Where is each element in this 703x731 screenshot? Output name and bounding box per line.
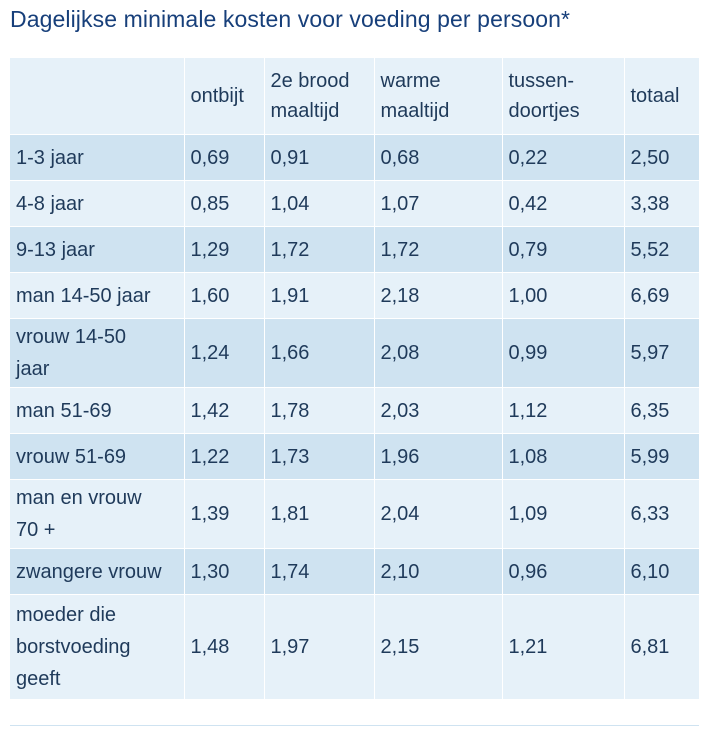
header-empty <box>10 58 185 135</box>
cell-warme-maaltijd: 2,08 <box>374 318 503 388</box>
cell-totaal: 6,35 <box>624 387 699 434</box>
cell-totaal: 5,99 <box>624 433 699 480</box>
cell-ontbijt: 0,85 <box>184 180 265 227</box>
table-row: vrouw 14-50 jaar 1,24 1,66 2,08 0,99 5,9… <box>10 318 699 388</box>
cell-warme-maaltijd: 2,15 <box>374 594 503 700</box>
table-bottom-divider <box>10 725 699 726</box>
row-label: 9-13 jaar <box>10 226 185 273</box>
cell-ontbijt: 1,29 <box>184 226 265 273</box>
cell-warme-maaltijd: 2,04 <box>374 479 503 549</box>
row-label: 1-3 jaar <box>10 134 185 181</box>
row-label: vrouw 51-69 <box>10 433 185 480</box>
row-label: man 14-50 jaar <box>10 272 185 319</box>
cell-tussendoortjes: 0,99 <box>502 318 625 388</box>
table-row: vrouw 51-69 1,22 1,73 1,96 1,08 5,99 <box>10 433 699 480</box>
cell-warme-maaltijd: 1,96 <box>374 433 503 480</box>
cost-table: ontbijt 2e brood maaltijd warme maaltijd… <box>10 58 699 700</box>
cell-totaal: 3,38 <box>624 180 699 227</box>
cell-ontbijt: 1,39 <box>184 479 265 549</box>
cell-warme-maaltijd: 0,68 <box>374 134 503 181</box>
cell-tussendoortjes: 1,08 <box>502 433 625 480</box>
cell-tussendoortjes: 1,00 <box>502 272 625 319</box>
cell-tussendoortjes: 0,79 <box>502 226 625 273</box>
cell-tussendoortjes: 0,96 <box>502 548 625 595</box>
row-label: moeder die borstvoeding geeft <box>10 594 185 700</box>
table-row: moeder die borstvoeding geeft 1,48 1,97 … <box>10 594 699 700</box>
cell-2e-brood-maaltijd: 1,66 <box>264 318 375 388</box>
cell-totaal: 6,33 <box>624 479 699 549</box>
cell-ontbijt: 0,69 <box>184 134 265 181</box>
table-row: man en vrouw 70 + 1,39 1,81 2,04 1,09 6,… <box>10 479 699 549</box>
cell-ontbijt: 1,22 <box>184 433 265 480</box>
cell-ontbijt: 1,48 <box>184 594 265 700</box>
cell-2e-brood-maaltijd: 0,91 <box>264 134 375 181</box>
cell-tussendoortjes: 1,12 <box>502 387 625 434</box>
header-2e-brood-maaltijd: 2e brood maaltijd <box>264 58 375 135</box>
header-totaal: totaal <box>624 58 699 135</box>
table-row: 9-13 jaar 1,29 1,72 1,72 0,79 5,52 <box>10 226 699 273</box>
cell-tussendoortjes: 0,42 <box>502 180 625 227</box>
cell-ontbijt: 1,24 <box>184 318 265 388</box>
header-warme-maaltijd: warme maaltijd <box>374 58 503 135</box>
cell-totaal: 5,52 <box>624 226 699 273</box>
cell-2e-brood-maaltijd: 1,78 <box>264 387 375 434</box>
table-row: man 14-50 jaar 1,60 1,91 2,18 1,00 6,69 <box>10 272 699 319</box>
table-header-row: ontbijt 2e brood maaltijd warme maaltijd… <box>10 58 699 135</box>
cell-ontbijt: 1,60 <box>184 272 265 319</box>
page-title: Dagelijkse minimale kosten voor voeding … <box>10 6 571 32</box>
cell-2e-brood-maaltijd: 1,91 <box>264 272 375 319</box>
cell-tussendoortjes: 1,21 <box>502 594 625 700</box>
cell-2e-brood-maaltijd: 1,97 <box>264 594 375 700</box>
cell-tussendoortjes: 1,09 <box>502 479 625 549</box>
row-label: zwangere vrouw <box>10 548 185 595</box>
table-row: 1-3 jaar 0,69 0,91 0,68 0,22 2,50 <box>10 134 699 181</box>
cell-warme-maaltijd: 2,03 <box>374 387 503 434</box>
cell-2e-brood-maaltijd: 1,73 <box>264 433 375 480</box>
cell-warme-maaltijd: 1,72 <box>374 226 503 273</box>
cell-tussendoortjes: 0,22 <box>502 134 625 181</box>
row-label: man en vrouw 70 + <box>10 479 185 549</box>
cell-2e-brood-maaltijd: 1,81 <box>264 479 375 549</box>
cell-warme-maaltijd: 1,07 <box>374 180 503 227</box>
table-row: zwangere vrouw 1,30 1,74 2,10 0,96 6,10 <box>10 548 699 595</box>
cell-totaal: 6,81 <box>624 594 699 700</box>
cell-warme-maaltijd: 2,18 <box>374 272 503 319</box>
cell-ontbijt: 1,30 <box>184 548 265 595</box>
row-label: 4-8 jaar <box>10 180 185 227</box>
header-ontbijt: ontbijt <box>184 58 265 135</box>
cell-totaal: 6,69 <box>624 272 699 319</box>
cell-2e-brood-maaltijd: 1,72 <box>264 226 375 273</box>
cell-totaal: 5,97 <box>624 318 699 388</box>
cell-2e-brood-maaltijd: 1,74 <box>264 548 375 595</box>
cell-totaal: 2,50 <box>624 134 699 181</box>
row-label: man 51-69 <box>10 387 185 434</box>
table-row: man 51-69 1,42 1,78 2,03 1,12 6,35 <box>10 387 699 434</box>
cell-2e-brood-maaltijd: 1,04 <box>264 180 375 227</box>
header-tussendoortjes: tussen- doortjes <box>502 58 625 135</box>
table-row: 4-8 jaar 0,85 1,04 1,07 0,42 3,38 <box>10 180 699 227</box>
cell-totaal: 6,10 <box>624 548 699 595</box>
row-label: vrouw 14-50 jaar <box>10 318 185 388</box>
cell-ontbijt: 1,42 <box>184 387 265 434</box>
cell-warme-maaltijd: 2,10 <box>374 548 503 595</box>
